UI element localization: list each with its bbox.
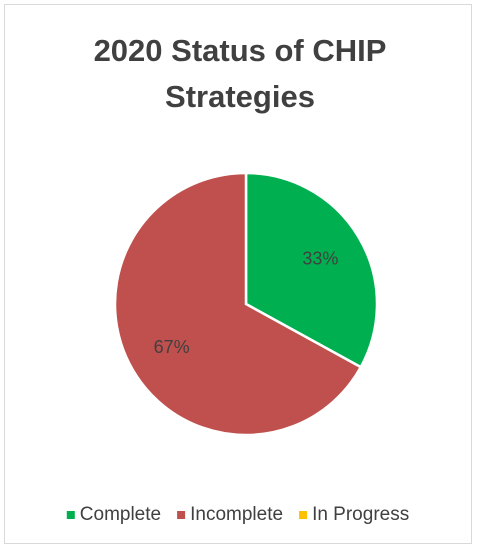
legend-label: Incomplete — [190, 504, 283, 525]
pie-slice — [113, 171, 363, 437]
legend-marker — [66, 511, 75, 519]
legend-label: Complete — [80, 504, 161, 525]
legend-marker — [299, 511, 308, 519]
data-label: 33% — [302, 249, 338, 269]
chart-frame — [4, 4, 472, 544]
legend-marker — [177, 511, 186, 519]
data-label: 67% — [154, 337, 190, 357]
legend-label: In Progress — [312, 504, 409, 525]
pie-slice — [244, 171, 379, 369]
chart-title: 2020 Status of CHIP Strategies — [93, 33, 387, 114]
